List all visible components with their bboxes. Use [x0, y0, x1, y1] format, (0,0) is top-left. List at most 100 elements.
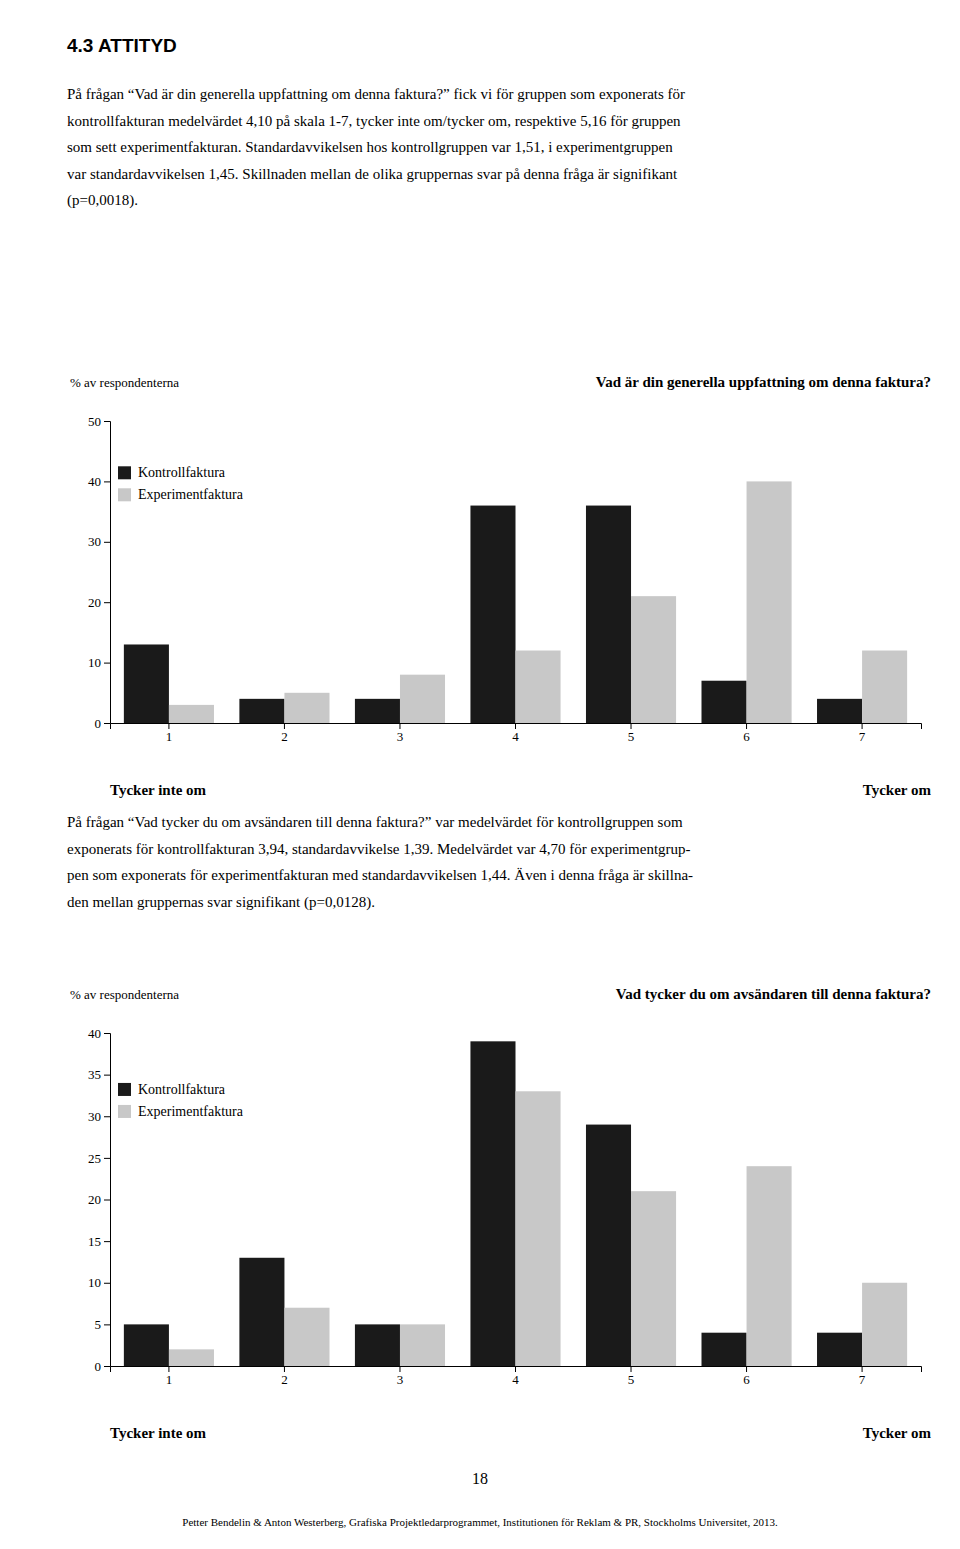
tick: 6 — [743, 723, 750, 744]
tick-label: 30 — [88, 1109, 101, 1124]
tick: 30 — [88, 534, 110, 549]
tick-mark — [104, 1033, 110, 1034]
paragraph-line: kontrollfakturan medelvärdet 4,10 på ska… — [67, 113, 681, 129]
series — [169, 481, 907, 723]
tick-mark — [104, 1116, 110, 1117]
tick: 35 — [88, 1067, 110, 1082]
tick: 40 — [88, 474, 110, 489]
tick-label: 4 — [512, 1372, 519, 1387]
tick-mark — [104, 1241, 110, 1242]
bar — [284, 693, 329, 723]
tick-label: 3 — [397, 1372, 404, 1387]
tick-mark — [104, 663, 110, 664]
bar — [516, 651, 561, 723]
tick: 20 — [88, 1192, 110, 1207]
tick: 30 — [88, 1109, 110, 1124]
tick-mark — [104, 542, 110, 543]
tick-label: 20 — [88, 1192, 101, 1207]
tick-label: 2 — [281, 1372, 288, 1387]
chart-title: Vad är din generella uppfattning om denn… — [596, 374, 931, 390]
tick-mark — [104, 1200, 110, 1201]
bar — [747, 481, 792, 723]
page: 4.3 ATTITYDPå frågan “Vad är din generel… — [0, 0, 960, 1549]
series — [124, 1041, 862, 1366]
tick-label: 50 — [88, 414, 101, 429]
page-number: 18 — [472, 1470, 488, 1487]
bar — [400, 675, 445, 723]
bar — [124, 1324, 169, 1366]
tick: 10 — [88, 655, 110, 670]
bar — [701, 1333, 746, 1366]
tick-label: 1 — [166, 1372, 173, 1387]
legend-swatch — [118, 466, 131, 479]
tick-label: 2 — [281, 729, 288, 744]
annotation: Tycker inte om — [110, 782, 207, 798]
paragraph-line: På frågan “Vad tycker du om avsändaren t… — [67, 814, 683, 830]
tick-mark — [631, 1366, 632, 1372]
tick-label: 1 — [166, 729, 173, 744]
bar — [631, 596, 676, 723]
tick-label: 5 — [95, 1317, 102, 1332]
tick-mark — [515, 723, 516, 729]
axis-title: % av respondenterna — [70, 375, 179, 390]
axis-line — [104, 422, 111, 724]
tick-label: 4 — [512, 729, 519, 744]
legend-swatch — [118, 1105, 131, 1118]
tick: 3 — [397, 723, 404, 744]
tick-mark — [104, 421, 110, 422]
axis-line — [111, 724, 922, 730]
bar — [239, 699, 284, 723]
bar — [400, 1324, 445, 1366]
paragraph-line: (p=0,0018). — [67, 192, 138, 209]
tick-label: 0 — [95, 716, 102, 731]
chart-title: Vad tycker du om avsändaren till denna f… — [616, 986, 931, 1002]
bar — [470, 506, 515, 723]
legend-swatch — [118, 1083, 131, 1096]
tick: 5 — [95, 1317, 111, 1332]
annotation: Tycker inte om — [110, 1425, 207, 1441]
tick: 0 — [95, 716, 111, 731]
tick-mark — [746, 1366, 747, 1372]
legend-label: Kontrollfaktura — [138, 465, 226, 480]
tick: 0 — [95, 1359, 111, 1374]
axis-line — [104, 1034, 111, 1367]
tick: 50 — [88, 414, 110, 429]
legend: KontrollfakturaExperimentfaktura — [118, 1082, 244, 1119]
paragraph-line: var standardavvikelsen 1,45. Skillnaden … — [67, 166, 678, 182]
legend-label: Experimentfaktura — [138, 1104, 244, 1119]
tick-mark — [168, 1366, 169, 1372]
tick-mark — [862, 1366, 863, 1372]
axis-title: % av respondenterna — [70, 987, 179, 1002]
tick-mark — [104, 602, 110, 603]
annotation: Tycker om — [863, 1425, 932, 1441]
tick-label: 10 — [88, 1275, 101, 1290]
tick-mark — [284, 723, 285, 729]
tick: 5 — [628, 1366, 635, 1387]
tick-mark — [399, 723, 400, 729]
tick: 4 — [512, 723, 519, 744]
tick-mark — [104, 1324, 110, 1325]
legend-item: Experimentfaktura — [118, 1104, 244, 1119]
paragraph-line: som sett experimentfakturan. Standardavv… — [67, 139, 673, 155]
tick: 1 — [166, 723, 173, 744]
axis-line — [111, 1367, 922, 1373]
tick-label: 40 — [88, 474, 101, 489]
paragraph-line: den mellan gruppernas svar signifikant (… — [67, 894, 375, 911]
tick-label: 25 — [88, 1151, 101, 1166]
bar — [862, 651, 907, 723]
tick-mark — [104, 1158, 110, 1159]
bar — [586, 506, 631, 723]
tick: 1 — [166, 1366, 173, 1387]
tick-label: 7 — [859, 729, 866, 744]
bar — [817, 1333, 862, 1366]
tick: 3 — [397, 1366, 404, 1387]
tick: 6 — [743, 1366, 750, 1387]
bar — [817, 699, 862, 723]
bar — [631, 1191, 676, 1366]
x-axis: 1234567 — [111, 723, 922, 744]
tick-mark — [862, 723, 863, 729]
tick-label: 5 — [628, 1372, 635, 1387]
bar — [284, 1308, 329, 1366]
tick: 7 — [859, 723, 866, 744]
bar — [355, 699, 400, 723]
